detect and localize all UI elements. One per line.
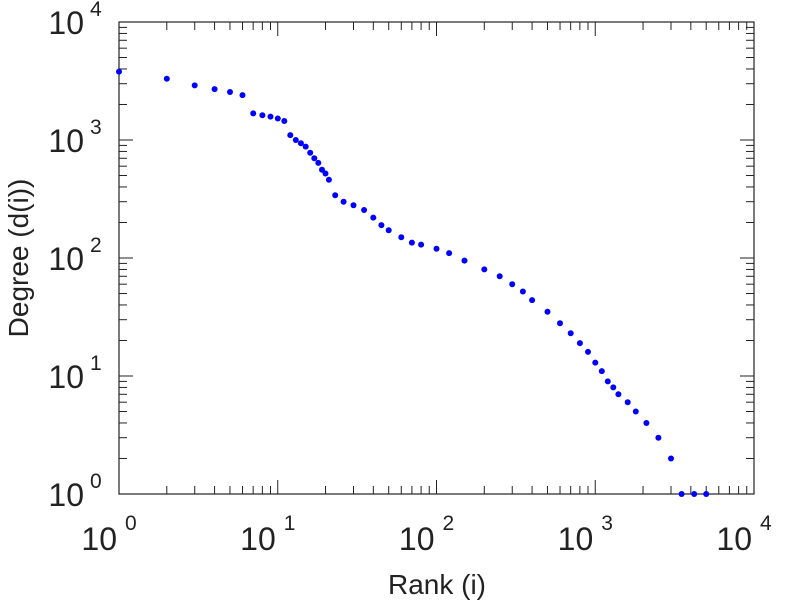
y-tick-label: 10 xyxy=(48,477,84,513)
data-point xyxy=(585,348,591,355)
data-point xyxy=(163,75,170,82)
data-point xyxy=(340,198,347,205)
data-point xyxy=(446,250,453,257)
data-point xyxy=(292,137,299,143)
data-point xyxy=(418,241,425,248)
data-point xyxy=(496,273,503,280)
y-tick-exponent: 2 xyxy=(90,234,102,257)
x-tick-label: 10 xyxy=(240,521,276,557)
data-point xyxy=(227,89,233,95)
data-point xyxy=(191,82,198,89)
data-point xyxy=(307,149,314,156)
y-tick-exponent: 4 xyxy=(90,0,102,21)
data-point xyxy=(116,68,122,75)
minor-ticks xyxy=(119,22,754,494)
data-point xyxy=(433,245,440,252)
x-tick-labels: 10 0 10 1 10 2 10 3 10 4 xyxy=(81,512,772,557)
data-point xyxy=(592,359,599,366)
data-point xyxy=(678,491,685,497)
data-point xyxy=(325,176,332,183)
x-tick-exponent: 1 xyxy=(284,512,296,535)
data-point xyxy=(385,227,392,234)
data-point xyxy=(267,113,274,120)
y-tick-exponent: 1 xyxy=(90,352,102,375)
y-tick-exponent: 0 xyxy=(90,470,102,493)
major-ticks xyxy=(118,21,755,495)
data-point xyxy=(378,222,385,229)
data-point xyxy=(632,408,639,415)
data-point xyxy=(350,202,357,209)
data-point xyxy=(655,434,662,441)
data-point xyxy=(287,132,294,139)
data-point xyxy=(297,140,304,147)
data-point xyxy=(567,330,574,337)
data-point xyxy=(643,420,650,426)
data-point xyxy=(319,166,325,173)
plot-frame xyxy=(118,21,755,495)
x-tick-exponent: 4 xyxy=(760,512,772,535)
x-tick-exponent: 3 xyxy=(601,512,613,535)
data-point xyxy=(311,155,318,162)
x-tick-label: 10 xyxy=(81,521,117,557)
data-point xyxy=(519,288,526,295)
data-point xyxy=(315,159,322,166)
data-point xyxy=(239,92,246,99)
data-point xyxy=(250,110,257,117)
data-point xyxy=(461,257,468,264)
data-point xyxy=(604,378,611,385)
data-point xyxy=(481,266,488,273)
data-point xyxy=(624,399,631,406)
data-point xyxy=(398,234,405,241)
y-axis-label: Degree (d(i)) xyxy=(3,179,34,338)
x-tick-label: 10 xyxy=(558,521,594,557)
x-tick-exponent: 0 xyxy=(125,512,137,535)
data-point xyxy=(211,86,218,93)
data-point xyxy=(615,391,622,398)
data-point xyxy=(370,214,377,221)
data-point xyxy=(408,239,415,246)
data-point xyxy=(332,192,339,199)
data-point xyxy=(544,308,551,315)
data-point xyxy=(598,368,605,375)
y-tick-label: 10 xyxy=(48,241,84,277)
y-tick-exponent: 3 xyxy=(90,116,102,139)
y-tick-labels: 10 0 10 1 10 2 10 3 10 4 xyxy=(48,0,102,513)
data-point xyxy=(576,340,583,347)
x-tick-label: 10 xyxy=(716,521,752,557)
data-point xyxy=(610,384,617,391)
data-point xyxy=(302,143,309,150)
data-point xyxy=(557,320,563,327)
data-point xyxy=(361,207,368,213)
data-point xyxy=(259,112,266,119)
data-point xyxy=(509,281,516,288)
y-tick-label: 10 xyxy=(48,359,84,395)
x-tick-exponent: 2 xyxy=(443,512,455,535)
y-tick-label: 10 xyxy=(48,123,84,159)
data-point xyxy=(529,297,536,304)
x-axis-label: Rank (i) xyxy=(388,569,486,600)
x-tick-label: 10 xyxy=(399,521,435,557)
y-tick-label: 10 xyxy=(48,5,84,41)
data-point xyxy=(281,118,288,124)
data-point xyxy=(322,170,329,177)
data-points xyxy=(116,68,710,497)
data-point xyxy=(668,455,674,462)
data-point xyxy=(691,491,698,497)
data-point xyxy=(274,115,281,122)
data-point xyxy=(703,491,710,497)
